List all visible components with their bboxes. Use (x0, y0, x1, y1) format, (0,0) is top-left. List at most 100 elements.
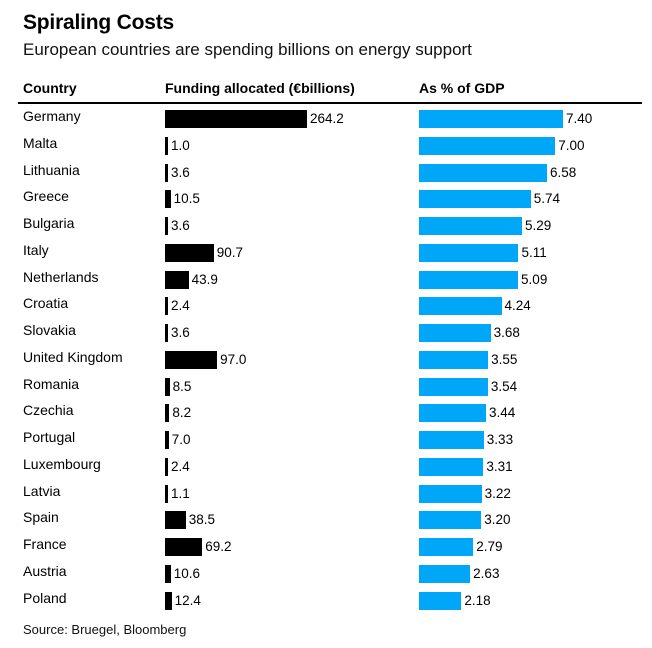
funding-bar (165, 350, 218, 369)
country-label: Germany (23, 108, 81, 124)
table-row: Malta 1.0 7.00 (0, 132, 652, 158)
funding-value-label: 3.6 (171, 164, 190, 180)
funding-bar (165, 457, 168, 476)
gdp-value-label: 5.11 (521, 244, 547, 260)
gdp-value-label: 3.20 (484, 512, 511, 528)
funding-bar (165, 591, 172, 610)
funding-value-label: 2.4 (171, 458, 190, 474)
funding-value-label: 8.2 (172, 405, 192, 421)
gdp-bar (419, 511, 482, 530)
country-label: Lithuania (23, 161, 80, 178)
gdp-bar (419, 431, 484, 449)
gdp-bar (419, 190, 531, 209)
gdp-bar (419, 270, 519, 289)
header-divider (18, 102, 642, 104)
gdp-value-label: 3.55 (491, 351, 518, 367)
funding-bar (165, 297, 168, 316)
gdp-bar (419, 297, 502, 316)
funding-value-label: 69.2 (205, 539, 232, 554)
funding-value-label: 12.4 (174, 592, 201, 608)
gdp-value-label: 3.44 (488, 405, 516, 421)
gdp-bar (419, 243, 519, 262)
country-label: Austria (23, 562, 67, 579)
gdp-bar (419, 217, 522, 235)
funding-bar (165, 377, 170, 396)
country-label: Latvia (23, 482, 61, 499)
country-label: Bulgaria (23, 215, 75, 231)
country-label: Romania (23, 375, 80, 392)
gdp-value-label: 5.74 (533, 191, 560, 207)
funding-value-label: 1.0 (171, 137, 190, 153)
table-row: Spain 38.5 3.20 (0, 506, 652, 532)
table-row: United Kingdom 97.0 3.55 (0, 346, 652, 372)
funding-bar (165, 431, 169, 449)
funding-value-label: 43.9 (191, 271, 218, 287)
chart-title: Spiraling Costs (23, 11, 175, 34)
country-label: Poland (23, 589, 67, 606)
funding-bar (165, 163, 168, 182)
funding-value-label: 90.7 (216, 244, 244, 260)
table-row: Portugal 7.0 3.33 (0, 426, 652, 452)
funding-value-label: 2.4 (171, 298, 190, 314)
funding-bar (165, 190, 171, 209)
country-label: Greece (23, 188, 69, 205)
funding-bar (165, 110, 307, 128)
table-row: Lithuania 3.6 6.58 (0, 159, 652, 185)
column-header-country: Country (23, 80, 77, 96)
table-row: Bulgaria 3.6 5.29 (0, 212, 652, 238)
column-header-gdp: As % of GDP (419, 80, 505, 96)
country-label: Malta (23, 134, 58, 151)
country-label: Croatia (23, 295, 69, 312)
country-label: Italy (23, 241, 49, 258)
gdp-value-label: 7.00 (558, 137, 585, 153)
gdp-bar (419, 564, 471, 583)
funding-value-label: 97.0 (220, 351, 247, 367)
gdp-bar (419, 136, 556, 155)
funding-bar (165, 243, 214, 262)
country-label: Netherlands (23, 268, 99, 285)
funding-value-label: 3.6 (171, 218, 190, 233)
country-label: Czechia (23, 402, 74, 419)
gdp-bar (419, 324, 491, 342)
table-row: Slovakia 3.6 3.68 (0, 319, 652, 345)
table-row: Poland 12.4 2.18 (0, 587, 652, 613)
gdp-bar (419, 163, 548, 182)
table-row: Czechia 8.2 3.44 (0, 399, 652, 425)
country-label: France (23, 536, 67, 552)
table-row: Romania 8.5 3.54 (0, 373, 652, 399)
funding-bar (165, 538, 203, 556)
source-note: Source: Bruegel, Bloomberg (23, 622, 187, 637)
funding-value-label: 264.2 (310, 111, 344, 126)
gdp-bar (419, 350, 489, 369)
chart-body: Germany 264.2 7.40 Malta 1.0 7.00 Lithuania 3.6… (0, 105, 652, 615)
funding-value-label: 7.0 (171, 432, 191, 447)
gdp-value-label: 3.33 (486, 432, 514, 447)
gdp-value-label: 5.29 (524, 218, 552, 233)
funding-bar (165, 136, 168, 155)
funding-value-label: 10.5 (173, 191, 200, 207)
chart-subtitle: European countries are spending billions… (23, 40, 472, 59)
funding-value-label: 1.1 (171, 485, 190, 501)
table-row: France 69.2 2.79 (0, 533, 652, 559)
funding-bar (165, 217, 168, 235)
table-row: Netherlands 43.9 5.09 (0, 266, 652, 292)
funding-value-label: 38.5 (188, 512, 215, 528)
table-row: Latvia 1.1 3.22 (0, 480, 652, 506)
gdp-value-label: 3.22 (484, 485, 511, 501)
funding-value-label: 3.6 (171, 325, 190, 340)
table-row: Luxembourg 2.4 3.31 (0, 453, 652, 479)
funding-value-label: 8.5 (172, 378, 192, 394)
country-label: Slovakia (23, 322, 76, 338)
gdp-value-label: 3.31 (486, 458, 513, 474)
funding-bar (165, 564, 171, 583)
country-label: Luxembourg (23, 455, 101, 472)
column-header-funding: Funding allocated (€billions) (165, 80, 355, 96)
gdp-value-label: 7.40 (566, 111, 593, 126)
funding-bar (165, 324, 168, 342)
gdp-value-label: 4.24 (504, 298, 531, 314)
table-row: Greece 10.5 5.74 (0, 185, 652, 211)
gdp-bar (419, 377, 488, 396)
funding-value-label: 10.6 (173, 565, 200, 581)
gdp-bar (419, 404, 486, 423)
gdp-value-label: 2.63 (473, 565, 500, 581)
